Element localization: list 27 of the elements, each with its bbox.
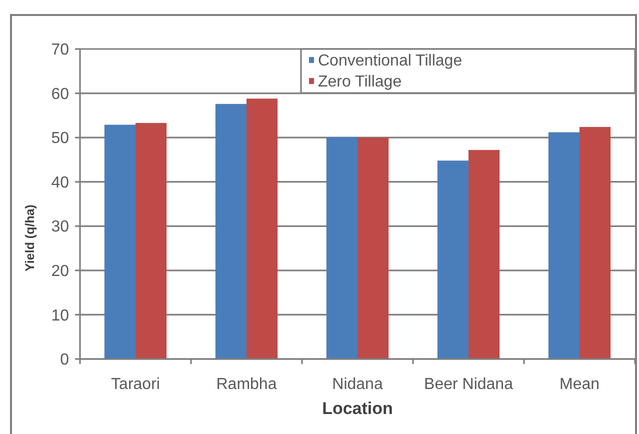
x-tick-label: Mean	[559, 376, 600, 393]
bar	[548, 132, 580, 359]
y-axis-title: Yield (q/ha)	[23, 204, 37, 272]
y-tick-label: 70	[51, 42, 70, 59]
bar	[215, 104, 246, 359]
x-tick-label: Rambha	[216, 376, 277, 393]
y-tick-label: 20	[51, 263, 70, 280]
y-tick-label: 0	[60, 352, 70, 369]
bar	[468, 150, 500, 359]
bar	[136, 122, 167, 359]
y-tick-label: 40	[51, 174, 70, 192]
x-tick-label: Nidana	[332, 376, 383, 393]
x-tick-label: Beer Nidana	[424, 376, 514, 393]
y-tick-label: 10	[51, 307, 70, 324]
legend-label: Conventional Tillage	[318, 52, 462, 70]
y-tick-label: 60	[51, 86, 70, 103]
x-tick-label: Taraori	[111, 376, 160, 393]
bar	[580, 126, 611, 359]
bar	[246, 98, 278, 359]
y-tick-label: 30	[51, 218, 70, 236]
x-axis-title: Location	[322, 399, 393, 418]
bar	[104, 124, 136, 359]
bar	[326, 137, 358, 359]
bar	[437, 160, 468, 359]
y-tick-label: 50	[51, 130, 70, 148]
bar	[358, 138, 389, 359]
legend-label: Zero Tillage	[318, 74, 402, 91]
